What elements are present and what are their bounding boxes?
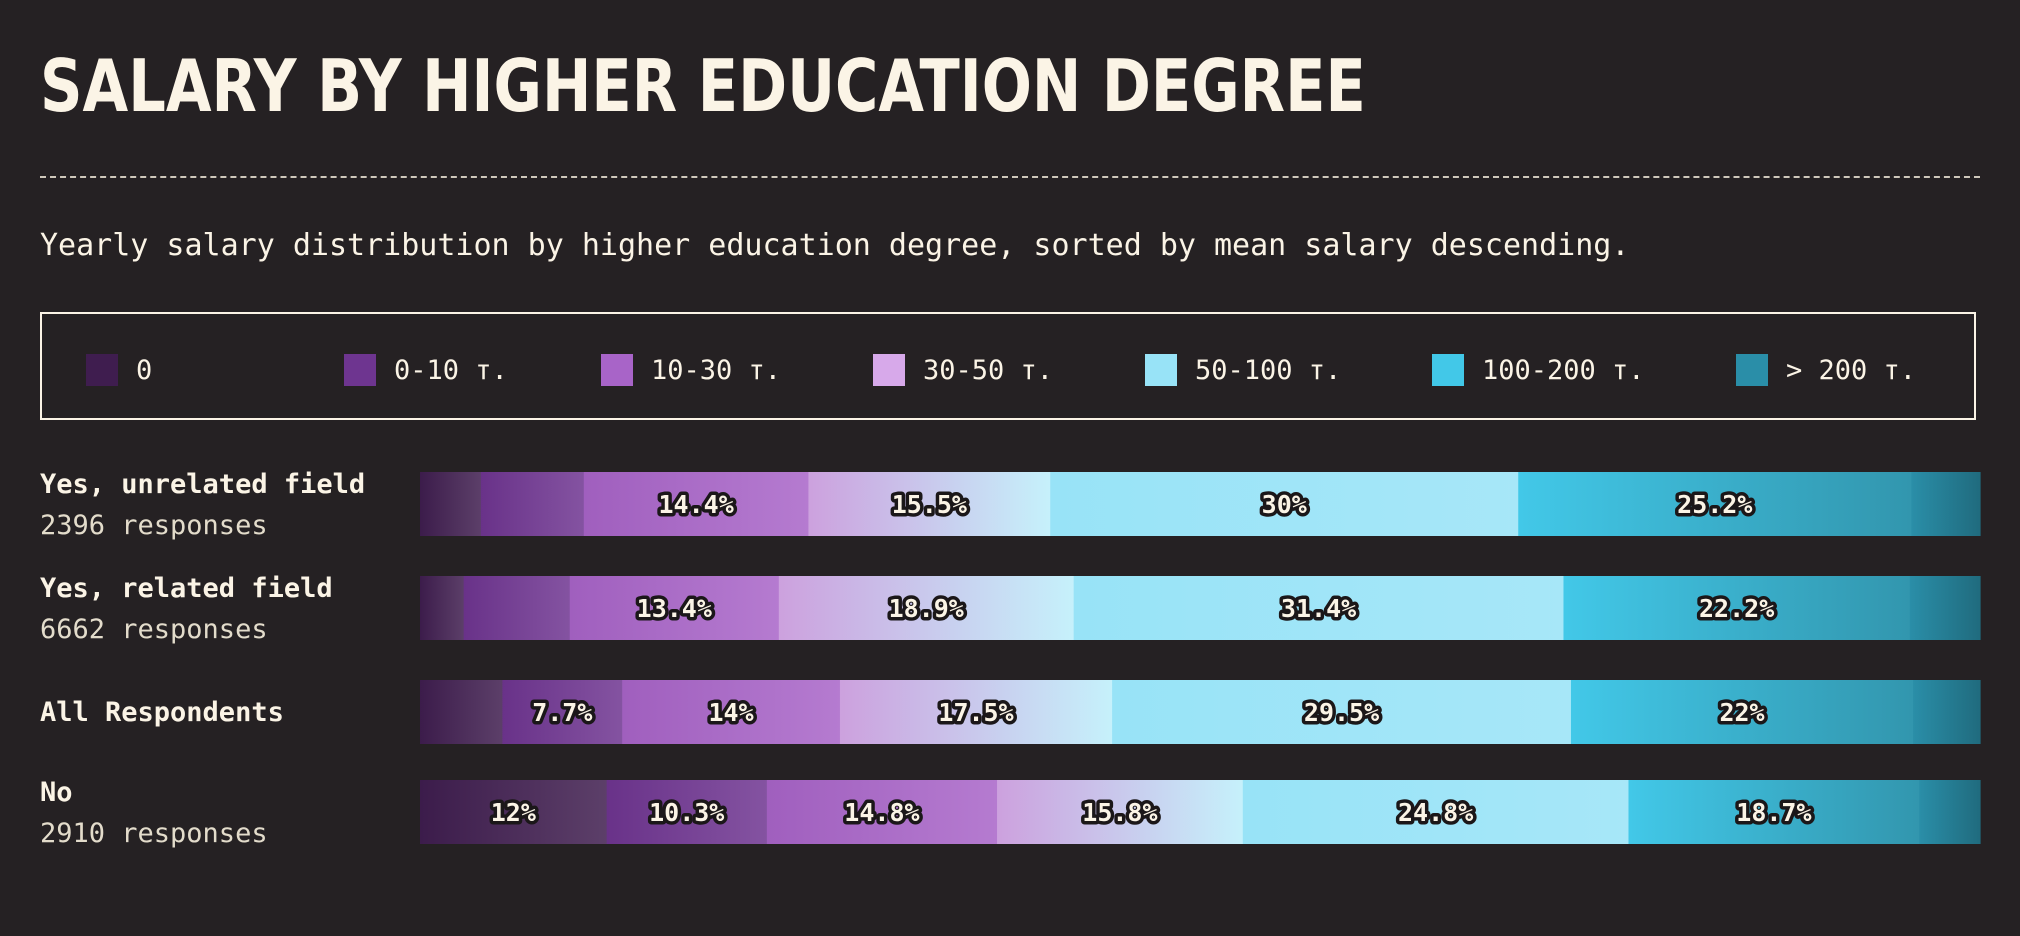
data-label: 18.9% <box>889 594 964 623</box>
bar-segment <box>1909 576 1981 640</box>
row-label-related: Yes, related field 6662 responses <box>40 569 333 651</box>
data-label: 22.2% <box>1699 594 1774 623</box>
data-label: 15.8% <box>1082 798 1157 827</box>
row-responses: 2396 responses <box>40 510 268 541</box>
data-label: 14.4% <box>658 490 733 519</box>
legend-label: > 200 т. <box>1786 354 1917 386</box>
legend-swatch <box>1145 354 1177 386</box>
bar-segment <box>420 680 504 744</box>
legend-item-0: 0 <box>86 354 152 386</box>
bar-segment <box>583 472 810 536</box>
bar-segment <box>1242 780 1630 844</box>
legend-label: 10-30 т. <box>651 354 782 386</box>
bar-segment <box>463 576 571 640</box>
bar-segment <box>1919 780 1981 844</box>
legend-label: 100-200 т. <box>1482 354 1645 386</box>
data-label: 31.4% <box>1281 594 1356 623</box>
bar-segment <box>1911 472 1981 536</box>
data-label: 12% <box>491 798 536 827</box>
legend-item-100-200: 100-200 т. <box>1432 354 1645 386</box>
data-label: 13.4% <box>637 594 712 623</box>
bar-segment <box>502 680 623 744</box>
bar-segment <box>1570 680 1914 744</box>
bar-segment <box>1112 680 1572 744</box>
data-label: 17.5% <box>938 698 1013 727</box>
row-name: Yes, unrelated field <box>40 469 366 500</box>
legend-item-30-50: 30-50 т. <box>873 354 1053 386</box>
legend-item-over-200: > 200 т. <box>1736 354 1916 386</box>
chart-subtitle: Yearly salary distribution by higher edu… <box>40 228 1630 263</box>
bar-segment <box>1073 576 1565 640</box>
data-label: 25.2% <box>1677 490 1752 519</box>
legend-label: 0 <box>136 354 153 386</box>
bar-segment <box>839 680 1113 744</box>
legend-label: 50-100 т. <box>1195 354 1342 386</box>
data-label: 22% <box>1719 698 1764 727</box>
row-responses: 2910 responses <box>40 818 268 849</box>
legend: 0 0-10 т. 10-30 т. 30-50 т. 50-100 т. 10… <box>40 312 1976 420</box>
bar-segment <box>1913 680 1981 744</box>
bar-segment <box>480 472 585 536</box>
bar-segment <box>420 472 482 536</box>
row-label-no: No 2910 responses <box>40 773 268 855</box>
legend-item-0-10: 0-10 т. <box>344 354 508 386</box>
legend-swatch <box>873 354 905 386</box>
data-label: 10.3% <box>649 798 724 827</box>
legend-swatch <box>1736 354 1768 386</box>
bar-segment <box>1563 576 1911 640</box>
data-label: 14.8% <box>844 798 919 827</box>
legend-swatch <box>601 354 633 386</box>
row-label-unrelated: Yes, unrelated field 2396 responses <box>40 465 365 547</box>
bar-segment <box>778 576 1075 640</box>
bar-segment <box>1628 780 1920 844</box>
bar-segment <box>622 680 841 744</box>
row-responses: 6662 responses <box>40 614 268 645</box>
page-title: SALARY BY HIGHER EDUCATION DEGREE <box>40 44 1366 128</box>
legend-swatch <box>1432 354 1464 386</box>
row-name: No <box>40 777 73 808</box>
legend-swatch <box>344 354 376 386</box>
divider <box>40 176 1980 178</box>
bar-segment <box>997 780 1244 844</box>
bar-segment <box>569 576 780 640</box>
bar-segment <box>420 780 608 844</box>
bar-segment <box>606 780 768 844</box>
legend-label: 30-50 т. <box>923 354 1054 386</box>
bar-segment <box>766 780 998 844</box>
data-label: 29.5% <box>1304 698 1379 727</box>
data-label: 18.7% <box>1736 798 1811 827</box>
row-name: Yes, related field <box>40 573 333 604</box>
data-label: 24.8% <box>1398 798 1473 827</box>
legend-item-10-30: 10-30 т. <box>601 354 781 386</box>
data-label: 7.7% <box>532 698 592 727</box>
bar-segment <box>1518 472 1912 536</box>
row-label-all: All Respondents <box>40 693 284 733</box>
legend-item-50-100: 50-100 т. <box>1145 354 1341 386</box>
row-name: All Respondents <box>40 697 284 728</box>
bar-segment <box>1050 472 1519 536</box>
data-label: 14% <box>708 698 753 727</box>
data-label: 15.5% <box>892 490 967 519</box>
bar-segment <box>420 576 465 640</box>
legend-swatch <box>86 354 118 386</box>
legend-label: 0-10 т. <box>394 354 508 386</box>
data-label: 30% <box>1262 490 1307 519</box>
bar-segment <box>808 472 1051 536</box>
